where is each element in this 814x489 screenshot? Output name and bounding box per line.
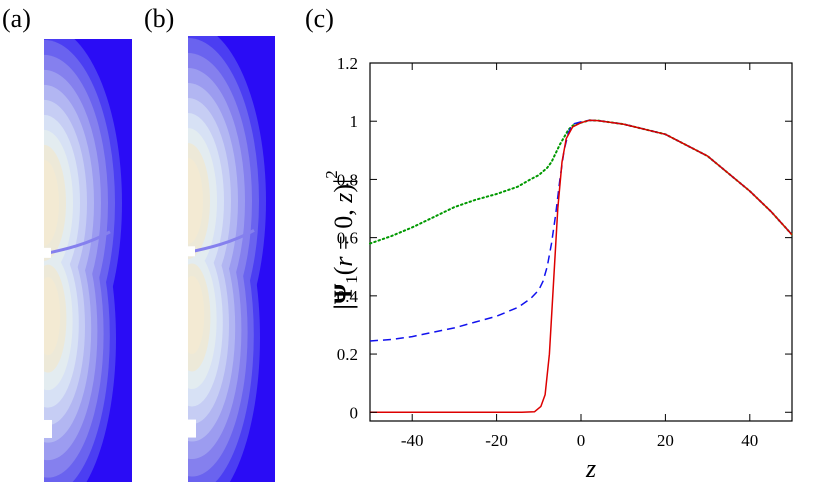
chart-series (369, 119, 793, 414)
axis-gap-marker (188, 246, 195, 257)
y-tick-label: 0 (350, 403, 359, 422)
y-label-z: z (329, 193, 358, 204)
contour-level-lower (44, 277, 61, 356)
y-axis-label: |Ψ1(r = 0, z)|2 (322, 170, 361, 309)
y-label-close: )| (329, 179, 358, 193)
contour-svg-a (44, 39, 132, 482)
chart-axes (369, 62, 793, 422)
series-line-dashed (369, 119, 793, 342)
y-label-r: r (329, 256, 358, 267)
y-label-sub: 1 (342, 275, 361, 284)
y-tick-label: 0.8 (337, 170, 358, 189)
y-label-sup: 2 (322, 170, 341, 179)
x-tick-label: -20 (485, 431, 508, 450)
axis-gap-marker (188, 419, 196, 438)
x-tick-label: 0 (577, 431, 586, 450)
x-tick-label: -40 (401, 431, 424, 450)
x-tick-label: 20 (657, 431, 674, 450)
axis-gap-marker (44, 419, 52, 438)
y-tick-label: 1 (350, 112, 359, 131)
density-contour-plot-a (44, 39, 132, 482)
contour-level-upper (188, 158, 203, 245)
series-line-solid (370, 119, 793, 414)
y-tick-label: 0.6 (337, 229, 358, 248)
y-tick-label: 1.2 (337, 54, 358, 73)
x-axis-label: z (585, 454, 596, 483)
y-tick-label: 0.4 (337, 287, 359, 306)
panel-label-a: (a) (2, 4, 31, 33)
plot-frame (369, 62, 793, 422)
panel-label-b: (b) (144, 4, 175, 33)
y-tick-label: 0.2 (337, 345, 358, 364)
y-label-lead: |Ψ (329, 283, 358, 310)
series-line-dotted (369, 119, 793, 245)
svg-text:|Ψ1(r = 0, z)|2: |Ψ1(r = 0, z)|2 (322, 170, 361, 309)
density-contour-plot-b (188, 36, 275, 482)
contour-level-lower (188, 276, 205, 355)
y-label-open: ( (329, 267, 358, 276)
y-label-eq: = 0, (329, 203, 358, 257)
panel-label-c: (c) (305, 4, 334, 33)
contour-svg-b (188, 36, 275, 482)
x-tick-label: 40 (741, 431, 758, 450)
contour-level-upper (44, 159, 59, 246)
chart-ticks: -40 -20 0 20 40 0 0.2 0.4 0.6 0.8 1 1.2 (337, 54, 792, 450)
axis-gap-marker (44, 247, 51, 258)
